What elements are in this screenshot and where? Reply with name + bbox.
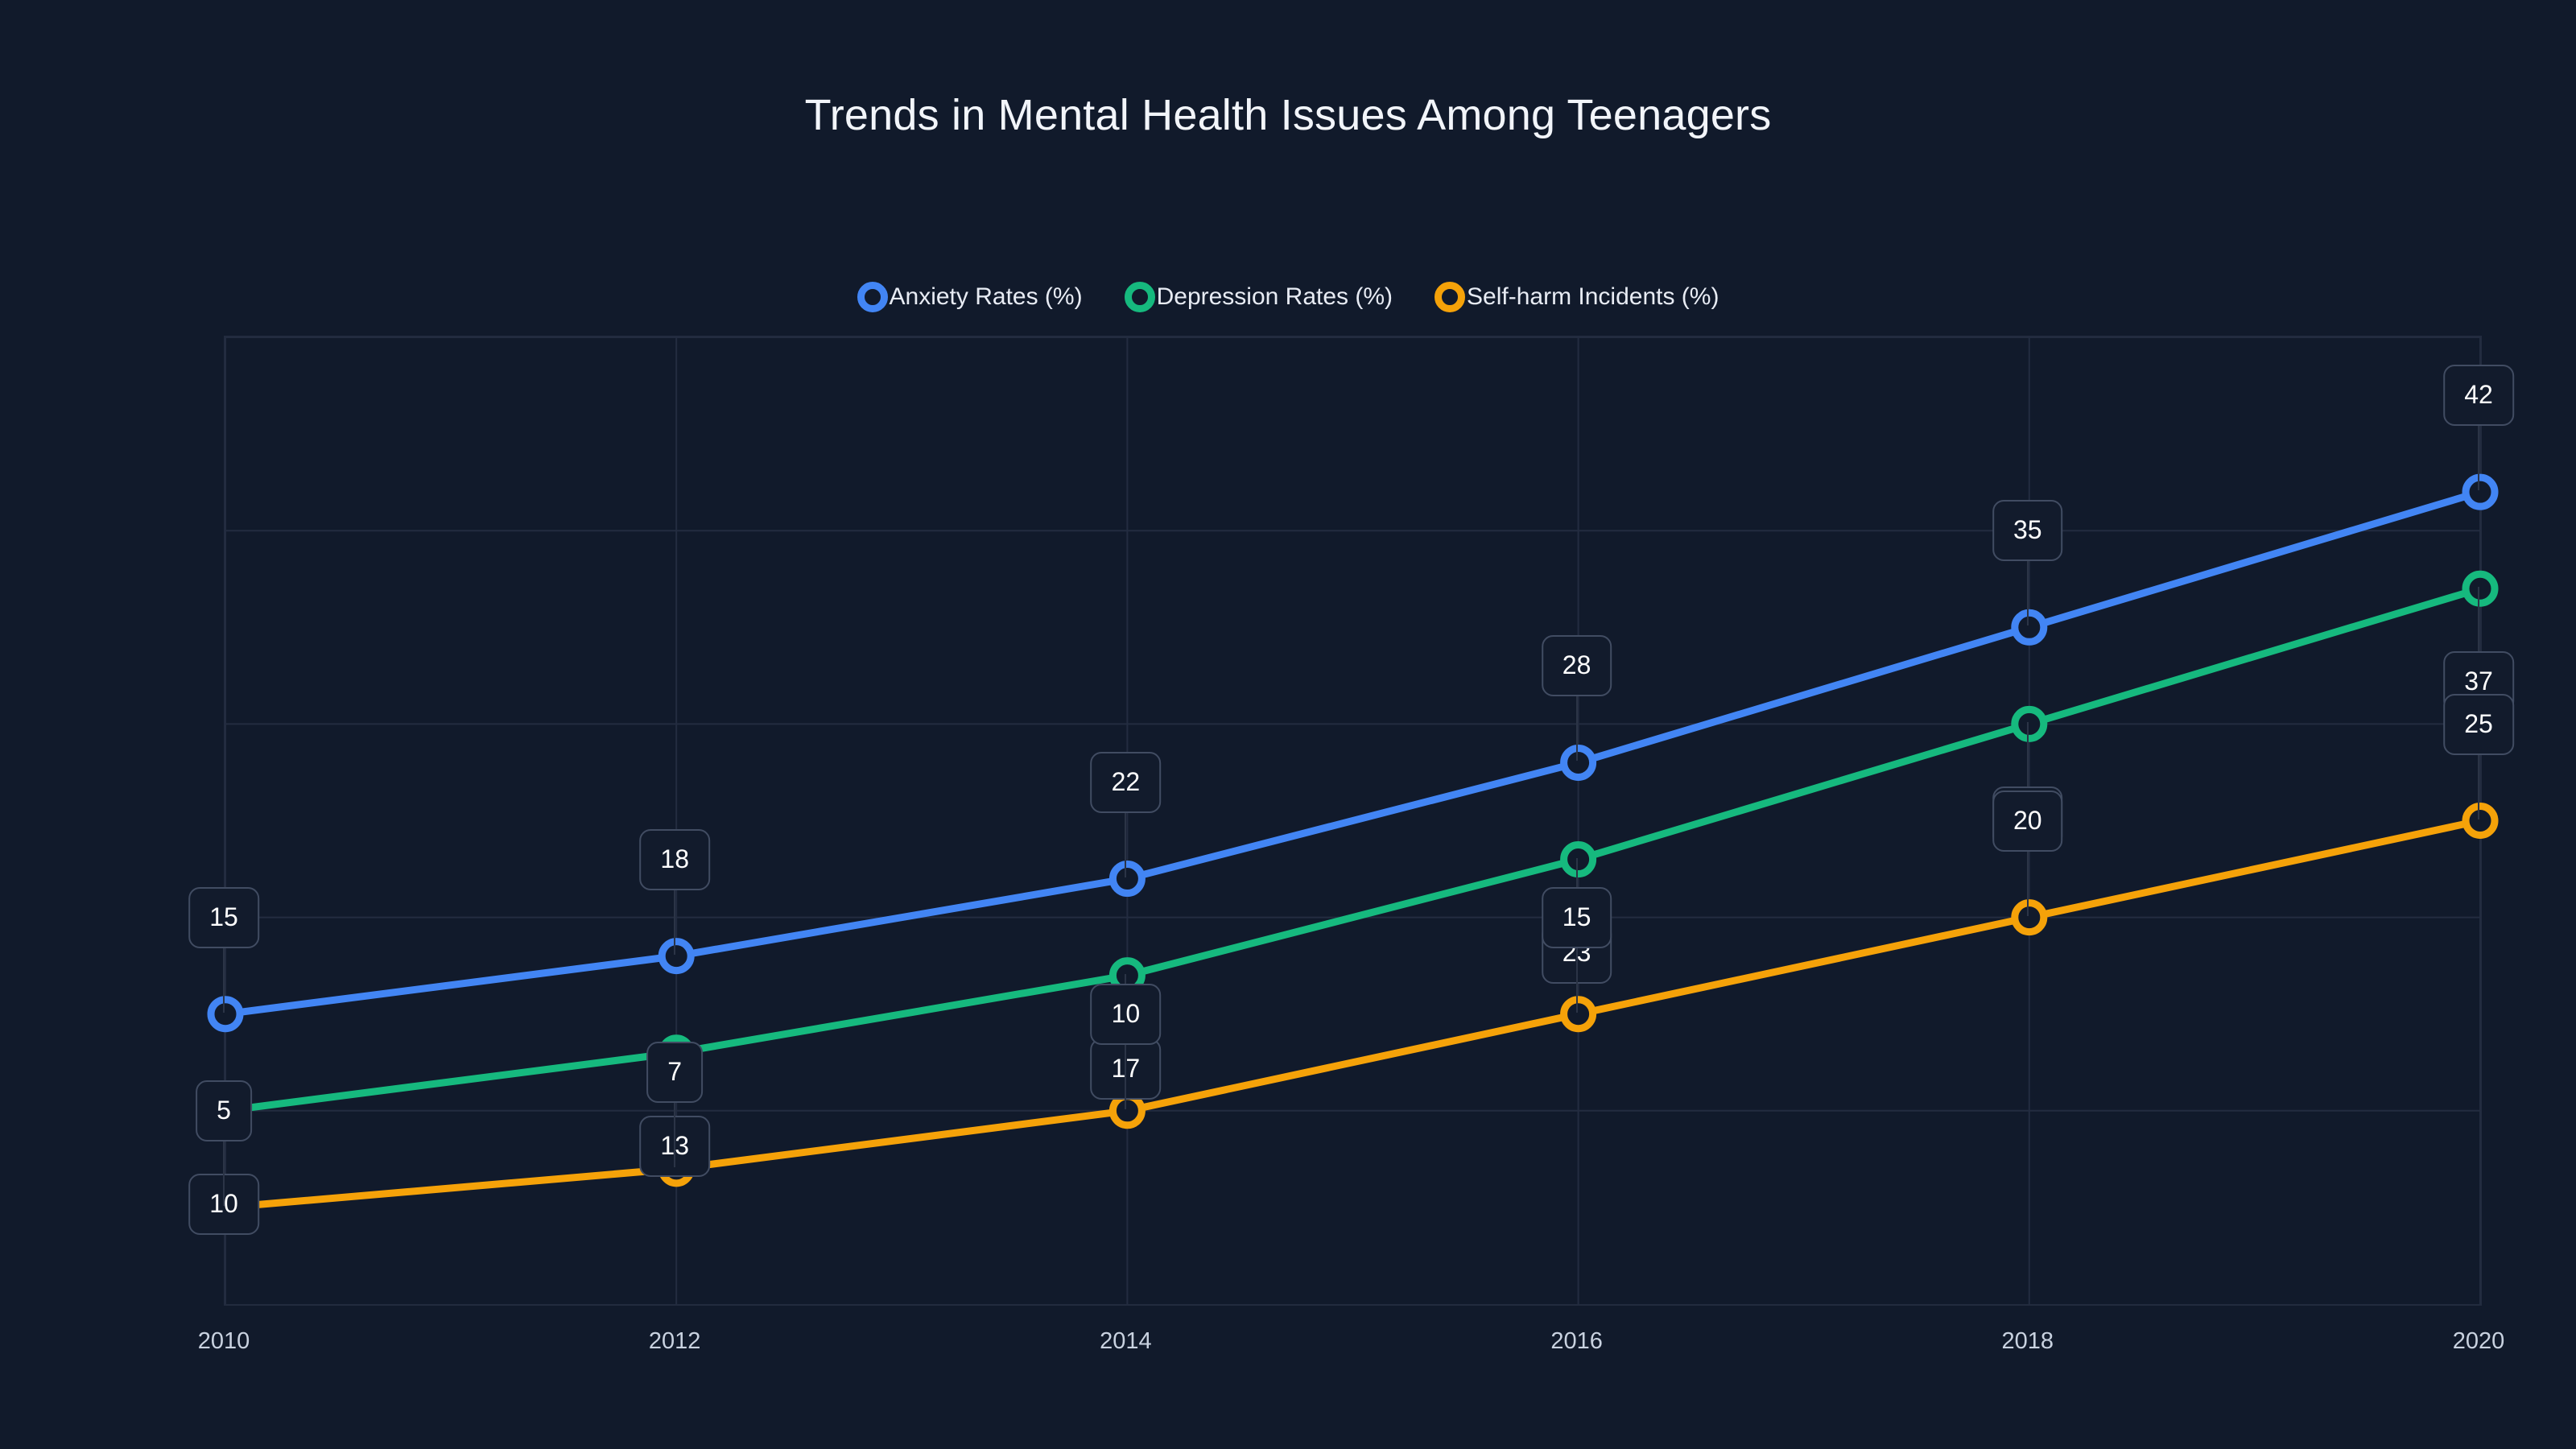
data-label: 20 — [1992, 790, 2063, 852]
callout-connector — [1125, 1013, 1127, 1109]
callout-connector — [674, 1071, 676, 1167]
data-point-marker[interactable] — [207, 996, 244, 1033]
callout-connector — [2026, 722, 2029, 818]
series-line-2 — [221, 817, 2484, 1212]
circle-outline-icon — [1124, 282, 1155, 312]
data-label: 22 — [1090, 751, 1162, 813]
circle-outline-icon — [857, 282, 888, 312]
circle-outline-icon — [1435, 282, 1466, 312]
series-line-0 — [221, 488, 2484, 1018]
data-point-marker[interactable] — [2462, 473, 2499, 510]
plot-area — [207, 336, 2499, 1306]
data-point-marker[interactable] — [2011, 609, 2048, 646]
data-point-marker[interactable] — [1560, 744, 1597, 781]
legend-item[interactable]: Self-harm Incidents (%) — [1435, 282, 1719, 312]
data-point-marker[interactable] — [2011, 899, 2048, 936]
callout-connector — [2026, 820, 2029, 916]
data-point-marker[interactable] — [658, 938, 695, 975]
legend-item[interactable]: Depression Rates (%) — [1124, 282, 1393, 312]
data-point-marker[interactable] — [2462, 803, 2499, 839]
plot-canvas — [207, 336, 2499, 1304]
data-label: 35 — [1992, 500, 2063, 562]
callout-connector — [2478, 587, 2479, 683]
callout-connector — [223, 1110, 225, 1206]
data-label: 28 — [1541, 635, 1612, 697]
series-line-1 — [221, 584, 2484, 1115]
callout-connector — [223, 917, 225, 1013]
data-point-marker[interactable] — [2011, 705, 2048, 742]
x-axis-tick-label: 2010 — [197, 1328, 250, 1354]
data-label: 7 — [646, 1041, 704, 1103]
data-label: 25 — [2443, 693, 2514, 755]
data-label: 15 — [1541, 886, 1612, 948]
data-label: 5 — [196, 1080, 252, 1141]
data-label: 15 — [188, 886, 259, 948]
data-point-marker[interactable] — [1108, 861, 1146, 898]
data-label: 10 — [1090, 983, 1162, 1045]
callout-connector — [1575, 917, 1578, 1013]
legend-item[interactable]: Anxiety Rates (%) — [857, 282, 1083, 312]
data-point-marker[interactable] — [1560, 841, 1597, 878]
x-axis-tick-label: 2020 — [2452, 1328, 2505, 1354]
callout-connector — [2026, 530, 2029, 626]
data-label: 18 — [639, 828, 710, 890]
callout-connector — [674, 859, 676, 955]
callout-connector — [2478, 724, 2479, 819]
legend-item-label: Self-harm Incidents (%) — [1467, 283, 1719, 310]
x-axis-tick-label: 2012 — [648, 1328, 701, 1354]
data-label: 42 — [2443, 365, 2514, 427]
data-point-marker[interactable] — [1108, 1092, 1146, 1129]
legend-item-label: Anxiety Rates (%) — [889, 283, 1083, 310]
page-title: Trends in Mental Health Issues Among Tee… — [804, 91, 1772, 139]
callout-connector — [1575, 666, 1578, 762]
x-axis-tick-label: 2014 — [1100, 1328, 1152, 1354]
x-axis-tick-label: 2016 — [1550, 1328, 1603, 1354]
callout-connector — [2478, 395, 2479, 491]
callout-connector — [1125, 782, 1127, 877]
data-point-marker[interactable] — [2462, 570, 2499, 607]
data-point-marker[interactable] — [1560, 996, 1597, 1033]
x-axis-tick-label: 2018 — [2001, 1328, 2054, 1354]
chart-legend: Anxiety Rates (%) Depression Rates (%) Sel… — [0, 282, 2576, 312]
legend-item-label: Depression Rates (%) — [1156, 283, 1393, 310]
